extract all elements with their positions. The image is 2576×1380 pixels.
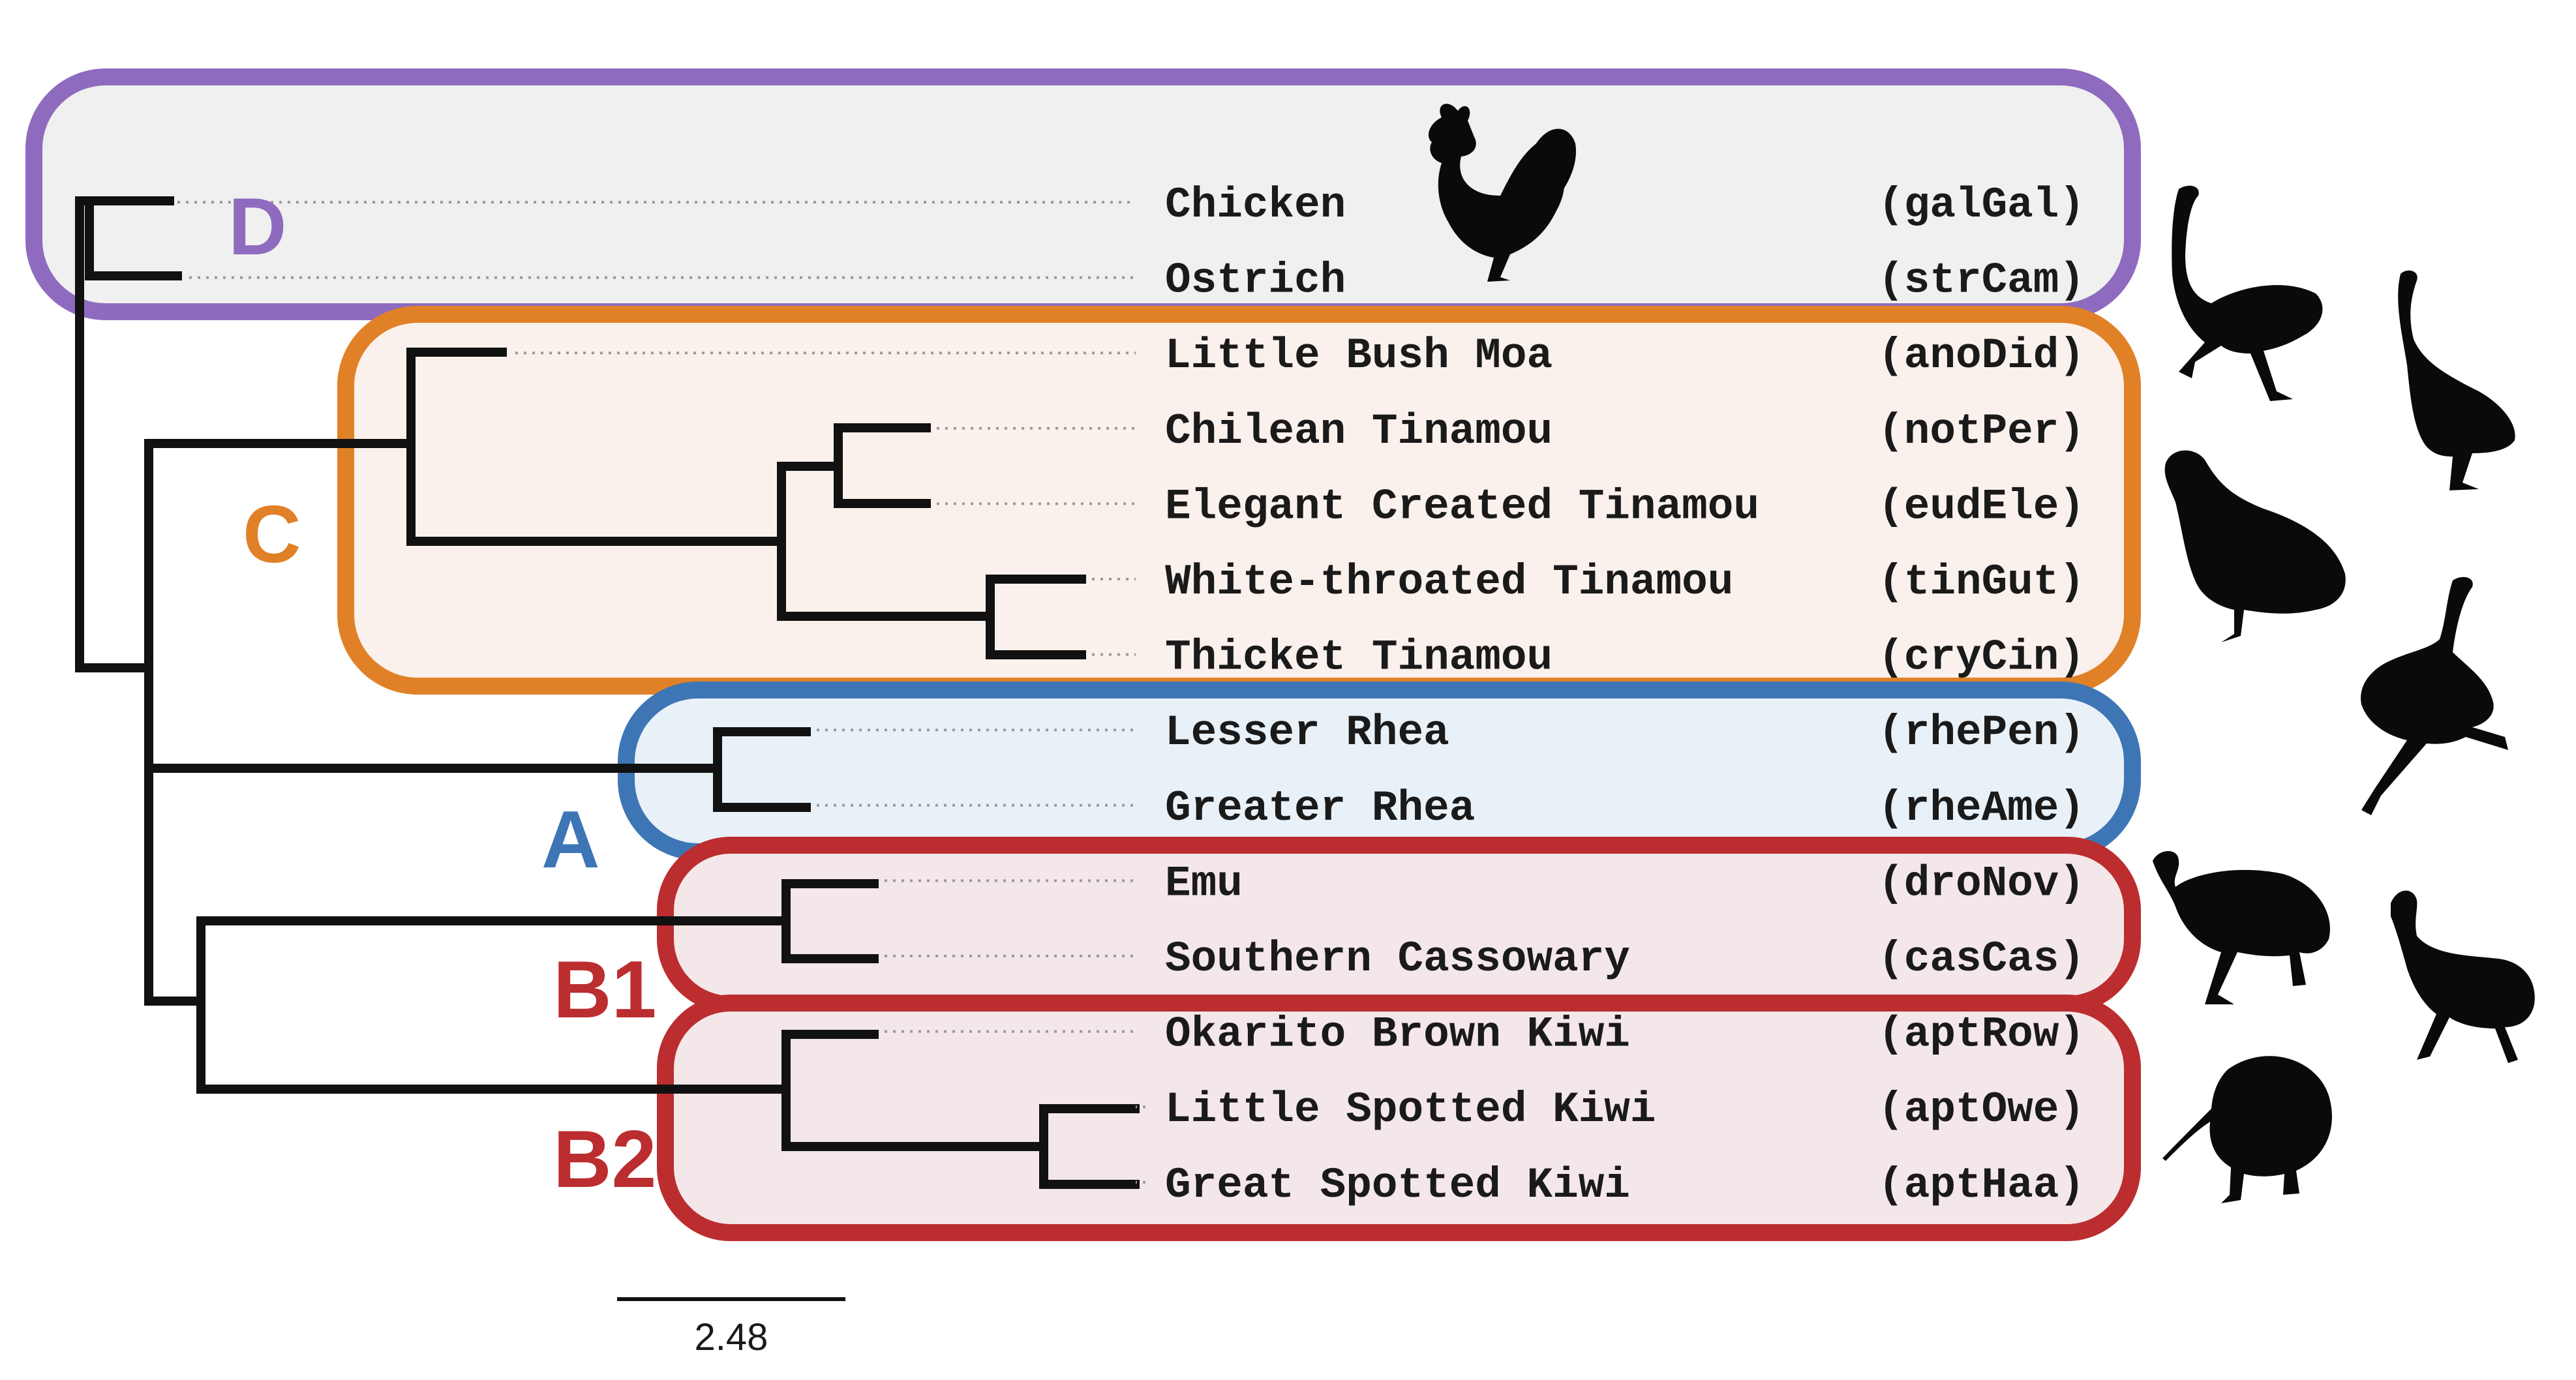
branch-spotted-kiwi [1039,1104,1140,1189]
taxon-name-aptrow: Okarito Brown Kiwi [1165,1010,1630,1059]
branch-chilean-elegant [834,423,931,508]
clade-labels: D C A B1 B2 [228,182,657,1205]
tinamou-silhouette [2164,450,2346,642]
branch-a-node [713,727,811,812]
taxon-code-galgal: (galGal) [1878,181,2085,230]
rhea-silhouette [2361,577,2508,815]
taxon-name-tingut: White-throated Tinamou [1165,558,1733,607]
chicken-silhouette [1429,104,1576,282]
taxon-name-aptowe: Little Spotted Kiwi [1165,1085,1656,1134]
taxon-name-eudele: Elegant Created Tinamou [1165,482,1759,531]
clade-label-d: D [228,182,287,272]
taxon-code-apthaa: (aptHaa) [1878,1161,2085,1210]
kiwi-silhouette [2162,1056,2332,1203]
tip-leaders [177,201,1145,1184]
emu-silhouette [2153,851,2330,1004]
taxon-code-aptowe: (aptOwe) [1878,1085,2085,1134]
taxon-name-galgal: Chicken [1165,181,1346,230]
branch-white-thicket [986,575,1086,659]
tree-branches [75,196,1140,1189]
taxon-name-apthaa: Great Spotted Kiwi [1165,1161,1630,1210]
taxon-code-dronov: (droNov) [1878,859,2085,908]
clade-boxes [25,68,2141,1241]
clade-label-b2: B2 [553,1115,657,1205]
taxon-code-anodid: (anoDid) [1878,331,2085,380]
cassowary-silhouette [2391,890,2535,1063]
clade-label-a: A [541,795,600,885]
taxon-name-notper: Chilean Tinamou [1165,407,1553,456]
scale-bar: 2.48 [617,1297,845,1358]
branch-c-node [406,348,786,546]
taxon-name-dronov: Emu [1165,859,1243,908]
taxon-code-crycin: (cryCin) [1878,633,2085,682]
scale-bar-label: 2.48 [695,1316,768,1358]
taxon-name-crycin: Thicket Tinamou [1165,633,1553,682]
moa-silhouette [2398,270,2515,490]
taxon-name-rhepen: Lesser Rhea [1165,708,1449,757]
branch-b2-node [781,1030,1048,1151]
taxon-code-aptrow: (aptRow) [1878,1010,2085,1059]
clade-label-c: C [243,490,301,580]
branch-tinamou-node [777,462,995,621]
taxon-name-anodid: Little Bush Moa [1165,331,1553,380]
clade-box-d [25,68,2141,320]
taxon-code-eudele: (eudEle) [1878,482,2085,531]
ostrich-silhouette [2172,185,2323,401]
taxon-code-rhepen: (rhePen) [1878,708,2085,757]
taxon-code-cascas: (casCas) [1878,935,2085,983]
taxon-code-tingut: (tinGut) [1878,558,2085,607]
taxon-code-rheame: (rheAme) [1878,784,2085,833]
taxon-code-notper: (notPer) [1878,407,2085,456]
taxa-labels: Chicken (galGal) Ostrich (strCam) Little Bus… [1165,181,2085,1210]
taxon-name-cascas: Southern Cassowary [1165,935,1630,983]
branch-b1-node [781,879,879,963]
taxon-name-strcam: Ostrich [1165,256,1346,305]
clade-box-b2 [657,995,2141,1241]
taxon-code-strcam: (strCam) [1878,256,2085,305]
taxon-name-rheame: Greater Rhea [1165,784,1475,833]
clade-label-b1: B1 [553,945,657,1035]
bird-silhouettes [1429,104,2535,1203]
branch-d-node [75,196,182,477]
